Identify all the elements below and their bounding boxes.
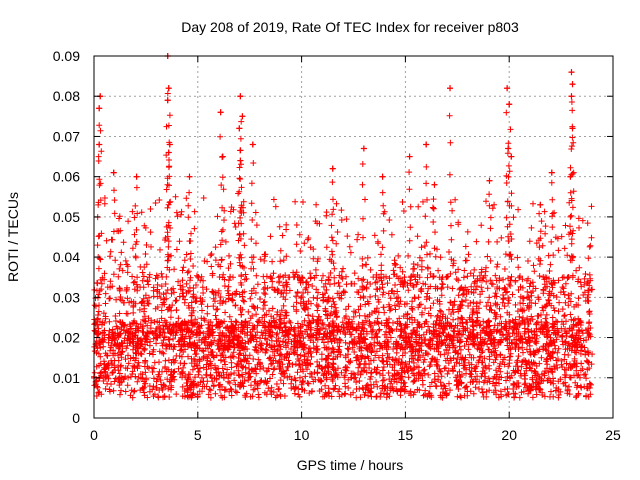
peak-point (186, 173, 193, 180)
x-tick-label: 0 (90, 427, 98, 443)
peak-point (329, 165, 336, 172)
y-tick-label: 0.08 (53, 88, 80, 104)
y-tick-label: 0.09 (53, 48, 80, 64)
peak-point (506, 101, 513, 108)
peak-point (133, 173, 140, 180)
y-axis-label: ROTI / TECUs (5, 192, 21, 282)
y-tick-label: 0.03 (53, 289, 80, 305)
plot-frame (93, 55, 614, 419)
peak-point (486, 177, 493, 184)
x-tick-label: 20 (501, 427, 517, 443)
y-tick-label: 0.07 (53, 128, 80, 144)
peak-point (166, 141, 173, 148)
peak-point (379, 173, 386, 180)
peak-point (568, 69, 575, 76)
x-axis-label: GPS time / hours (297, 457, 404, 473)
y-tick-label: 0 (72, 410, 80, 426)
peak-point (431, 181, 438, 188)
y-tick-label: 0.01 (53, 370, 80, 386)
x-tick-label: 25 (605, 427, 621, 443)
y-tick-label: 0.02 (53, 330, 80, 346)
scatter-series (91, 53, 596, 401)
peak-point (96, 141, 103, 148)
y-tick-label: 0.04 (53, 249, 80, 265)
peak-point (504, 85, 511, 92)
peak-point (219, 153, 226, 160)
peak-point (217, 109, 224, 116)
peak-point (165, 85, 172, 92)
peak-point (249, 141, 256, 148)
peak-point (447, 85, 454, 92)
peak-point (96, 105, 103, 112)
peak-point (239, 113, 246, 120)
peak-point (110, 169, 117, 176)
peak-point (236, 125, 243, 132)
x-tick-label: 5 (194, 427, 202, 443)
peak-point (165, 149, 172, 156)
axis-ticks: 0 5 10 15 20 25 0 0.01 0.02 0.03 0.04 0.05 0.06 0.07 0… (53, 48, 621, 443)
y-tick-label: 0.05 (53, 209, 80, 225)
peak-point (568, 93, 575, 100)
peak-point (548, 169, 555, 176)
peak-point (508, 153, 515, 160)
peak-point (569, 125, 576, 132)
peak-point (423, 141, 430, 148)
peak-point (164, 97, 171, 104)
y-tick-label: 0.06 (53, 169, 80, 185)
peak-point (569, 81, 576, 88)
x-tick-label: 10 (294, 427, 310, 443)
peak-point (360, 145, 367, 152)
chart-title: Day 208 of 2019, Rate Of TEC Index for r… (181, 19, 519, 35)
scatter-points (91, 53, 596, 401)
peak-point (505, 145, 512, 152)
peak-point (237, 157, 244, 164)
peak-point (537, 201, 544, 208)
peak-point (567, 173, 574, 180)
x-tick-label: 15 (398, 427, 414, 443)
peak-point (237, 93, 244, 100)
peak-point (406, 153, 413, 160)
